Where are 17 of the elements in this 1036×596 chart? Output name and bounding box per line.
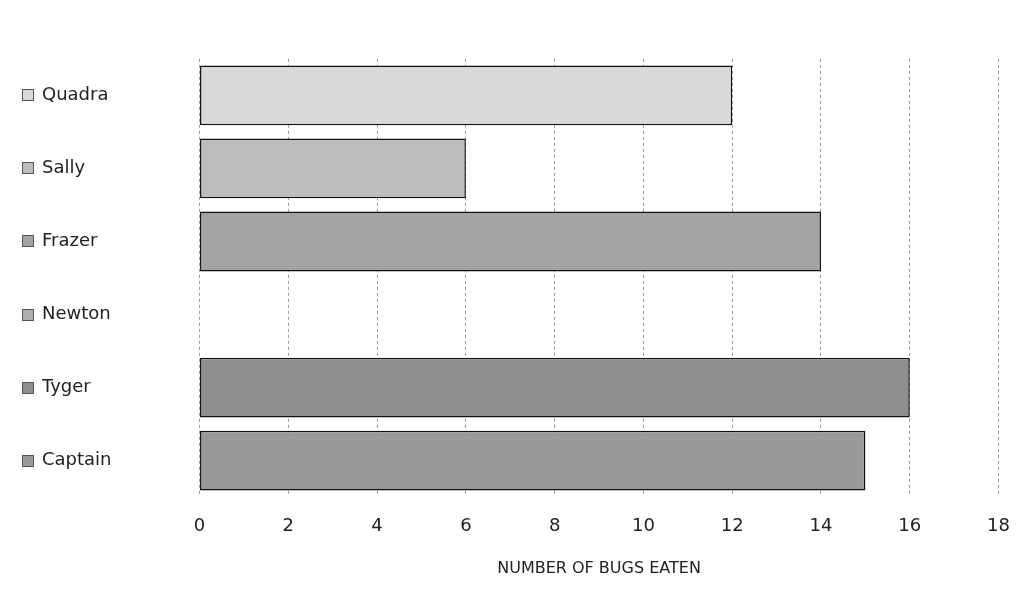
- x-tick-label: 18: [987, 513, 1010, 535]
- x-tick-label: 16: [898, 513, 922, 535]
- y-tick-label: Frazer: [42, 229, 98, 251]
- y-tick-label: Captain: [42, 448, 112, 470]
- x-tick-label: 14: [809, 513, 833, 535]
- y-tick-label: Quadra: [42, 83, 109, 105]
- y-tick-label: Newton: [42, 302, 111, 324]
- x-tick-label: 8: [548, 513, 561, 535]
- y-tick-label: Sally: [42, 156, 86, 178]
- x-tick-label: 10: [631, 513, 655, 535]
- x-tick-label: 2: [282, 513, 295, 535]
- x-tick-label: 12: [720, 513, 744, 535]
- x-tick-label: 4: [371, 513, 383, 535]
- x-tick-label: 0: [193, 513, 206, 535]
- x-tick-label: 6: [460, 513, 472, 535]
- y-tick-label: Tyger: [41, 375, 92, 397]
- x-axis-title: NUMBER OF BUGS EATEN: [497, 557, 701, 577]
